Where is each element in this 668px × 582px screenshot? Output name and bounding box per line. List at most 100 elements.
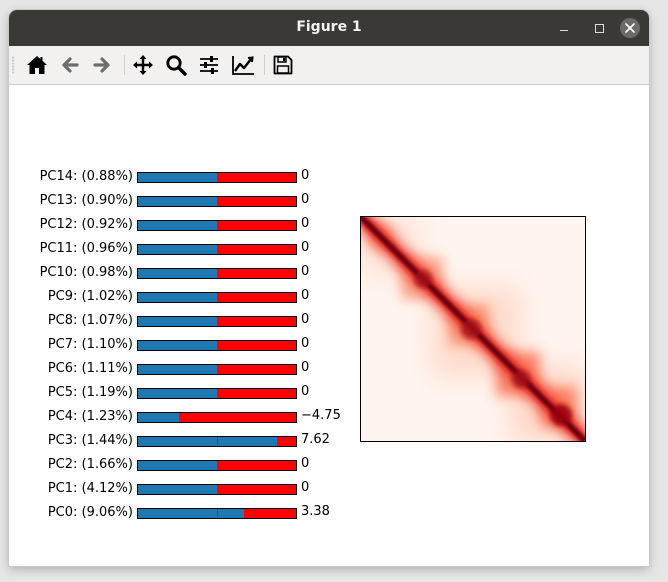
pc-bar-positive-segment xyxy=(217,173,296,182)
pc-bar xyxy=(137,220,297,231)
zoom-icon xyxy=(166,55,187,76)
pc-value-label: 3.38 xyxy=(301,504,330,519)
pc-bar-positive-segment xyxy=(217,221,296,230)
pc-bar-positive-segment xyxy=(277,437,296,446)
pc-bar-negative-segment xyxy=(138,485,217,494)
pc-value-label: 0 xyxy=(301,336,310,351)
pc-label: PC13: (0.90%) xyxy=(39,193,133,208)
minimize-button[interactable] xyxy=(554,18,574,38)
back-button[interactable] xyxy=(57,52,83,78)
pc-bar-negative-segment xyxy=(138,461,217,470)
pc-bar xyxy=(137,340,297,351)
configure-subplots-button[interactable] xyxy=(196,52,222,78)
pc-label: PC9: (1.02%) xyxy=(47,289,133,304)
pc-bar-negative-segment xyxy=(138,269,217,278)
arrow-right-icon xyxy=(93,57,110,73)
figure-window: Figure 1 xyxy=(9,10,649,566)
floppy-disk-icon xyxy=(273,55,293,75)
pc-label: PC3: (1.44%) xyxy=(47,433,133,448)
line-chart-icon xyxy=(232,56,254,75)
pc-value-label: 0 xyxy=(301,240,310,255)
pc-bar-negative-segment xyxy=(138,437,278,446)
navigation-toolbar xyxy=(9,46,649,85)
edit-axes-button[interactable] xyxy=(229,52,255,78)
pc-bar xyxy=(137,268,297,279)
pc-bar-positive-segment xyxy=(217,485,296,494)
pc-bar xyxy=(137,484,297,495)
pc-bar-positive-segment xyxy=(217,293,296,302)
pc-value-label: 0 xyxy=(301,216,310,231)
pc-label: PC4: (1.23%) xyxy=(47,409,133,424)
arrow-left-icon xyxy=(62,57,79,73)
pc-bar-positive-segment xyxy=(217,269,296,278)
pc-label: PC0: (9.06%) xyxy=(47,505,133,520)
pc-label: PC8: (1.07%) xyxy=(47,313,133,328)
pc-bar-negative-segment xyxy=(138,173,217,182)
pc-label: PC11: (0.96%) xyxy=(39,241,133,256)
pc-bar-negative-segment xyxy=(138,365,217,374)
close-button[interactable] xyxy=(620,18,640,38)
move-icon xyxy=(133,55,153,75)
pc-bar-negative-segment xyxy=(138,509,244,518)
pc-bar-positive-segment xyxy=(243,509,296,518)
pc-bar-positive-segment xyxy=(217,389,296,398)
figure-canvas[interactable]: PC14: (0.88%) 0 PC13: (0.90%) 0 PC12: (0.92%… xyxy=(9,85,649,566)
pc-label: PC7: (1.10%) xyxy=(47,337,133,352)
maximize-button[interactable] xyxy=(589,18,609,38)
pc-value-label: −4.75 xyxy=(301,408,341,423)
sliders-icon xyxy=(200,56,218,74)
forward-button[interactable] xyxy=(89,52,115,78)
pc-bar xyxy=(137,436,297,447)
pan-button[interactable] xyxy=(130,52,156,78)
pc-bar-negative-segment xyxy=(138,317,217,326)
save-button[interactable] xyxy=(270,52,296,78)
pc-value-label: 0 xyxy=(301,168,310,183)
pc-bar xyxy=(137,508,297,519)
pc-bar-positive-segment xyxy=(217,461,296,470)
pc-bar-positive-segment xyxy=(217,365,296,374)
zoom-button[interactable] xyxy=(163,52,189,78)
pc-bar xyxy=(137,292,297,303)
pc-value-label: 0 xyxy=(301,480,310,495)
pc-label: PC1: (4.12%) xyxy=(47,481,133,496)
pc-bar-negative-segment xyxy=(138,245,217,254)
pc-label: PC12: (0.92%) xyxy=(39,217,133,232)
pc-bar xyxy=(137,388,297,399)
title-bar[interactable]: Figure 1 xyxy=(9,10,649,46)
home-icon xyxy=(27,56,47,74)
pc-value-label: 0 xyxy=(301,192,310,207)
pc-label: PC14: (0.88%) xyxy=(39,169,133,184)
pc-value-label: 0 xyxy=(301,264,310,279)
pc-bar-negative-segment xyxy=(138,197,217,206)
pc-bar xyxy=(137,364,297,375)
pc-bar-positive-segment xyxy=(179,413,296,422)
pc-value-label: 0 xyxy=(301,384,310,399)
pc-label: PC6: (1.11%) xyxy=(47,361,133,376)
pc-value-label: 0 xyxy=(301,288,310,303)
toolbar-separator xyxy=(264,55,265,75)
pc-bar xyxy=(137,244,297,255)
pc-bar-negative-segment xyxy=(138,413,180,422)
pc-value-label: 0 xyxy=(301,312,310,327)
close-icon xyxy=(625,23,635,33)
pc-bar-positive-segment xyxy=(217,245,296,254)
heatmap-image xyxy=(360,216,586,442)
home-button[interactable] xyxy=(24,52,50,78)
pc-bar xyxy=(137,412,297,423)
pc-bar-positive-segment xyxy=(217,341,296,350)
pc-bar xyxy=(137,460,297,471)
toolbar-separator xyxy=(124,55,125,75)
contact-matrix-heatmap xyxy=(361,217,585,441)
pc-bar xyxy=(137,316,297,327)
pc-value-label: 0 xyxy=(301,456,310,471)
window-title: Figure 1 xyxy=(296,19,362,35)
pc-bar-center-tick xyxy=(217,509,218,518)
pc-bar-negative-segment xyxy=(138,341,217,350)
pc-value-label: 0 xyxy=(301,360,310,375)
pc-bar xyxy=(137,172,297,183)
pc-bar xyxy=(137,196,297,207)
pc-bar-negative-segment xyxy=(138,293,217,302)
pc-label: PC10: (0.98%) xyxy=(39,265,133,280)
toolbar-grip[interactable] xyxy=(12,56,14,74)
pc-value-label: 7.62 xyxy=(301,432,330,447)
